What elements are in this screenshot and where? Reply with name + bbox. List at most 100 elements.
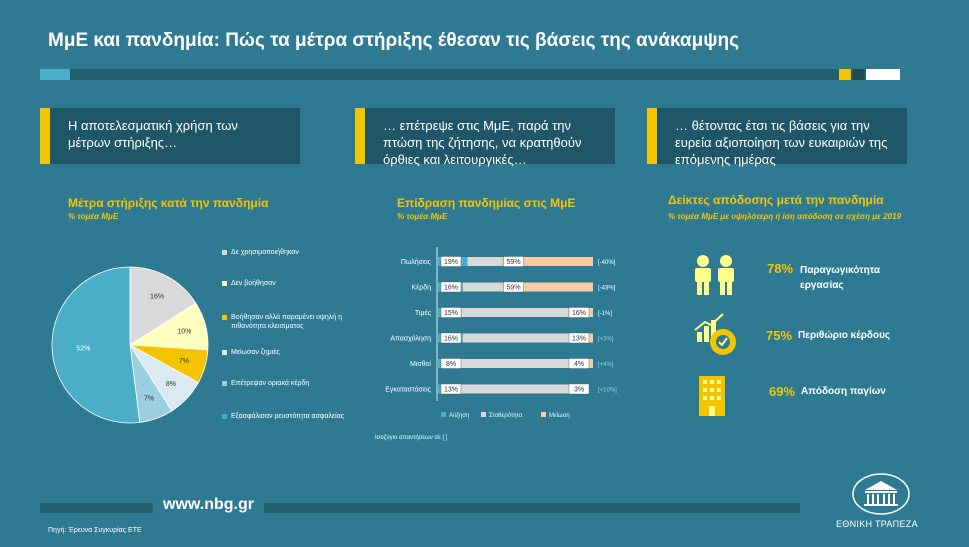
- kpi-value: 78%: [767, 261, 794, 276]
- panel-recovery: … θέτοντας έτσι τις βάσεις για την ευρεί…: [647, 108, 907, 167]
- increase-label: 15%: [444, 310, 458, 317]
- bar-segment: [501, 282, 593, 292]
- balance-label: [-40%]: [598, 260, 616, 266]
- legend-swatch: [222, 315, 227, 320]
- pie-data-label: 8%: [166, 381, 176, 388]
- category-label: Κέρδη: [411, 284, 431, 292]
- increase-label: 16%: [444, 285, 458, 292]
- increase-label: 8%: [446, 361, 456, 368]
- legend-label: Αύξηση: [449, 413, 469, 419]
- category-label: Μισθοί: [410, 360, 431, 368]
- bank-logo-icon: [852, 473, 910, 515]
- bar-segment: [458, 384, 573, 394]
- legend-swatch: [222, 250, 227, 255]
- decrease-label-box: [568, 332, 590, 344]
- bar-segment: [461, 308, 569, 317]
- decrease-label: 3%: [574, 387, 584, 394]
- bar-segment: [501, 257, 593, 266]
- workers-icon: [695, 255, 734, 295]
- increase-label-box: [440, 307, 462, 318]
- bar-segment: [467, 257, 502, 266]
- panel-text: … επέτρεψε στις ΜμΕ, παρά την πτώση της …: [383, 118, 582, 167]
- increase-label-box: [440, 281, 462, 293]
- balance-label: [-43%]: [598, 286, 616, 292]
- decrease-label: 4%: [574, 361, 584, 368]
- profit-gear-icon: [694, 313, 736, 355]
- category-label: Πωλήσεις: [401, 259, 432, 266]
- increase-label-box: [440, 383, 462, 395]
- decrease-label: 59%: [507, 285, 521, 292]
- category-label: Τιμές: [415, 309, 432, 317]
- balance-label: [+4%]: [598, 362, 614, 368]
- legend-swatch: [481, 412, 486, 417]
- bar-chart-title: Επίδραση πανδημίας στις ΜμΕ: [397, 196, 576, 210]
- legend-label: Βοήθησαν αλλά παραμένει υψηλή η πιθανότη…: [231, 314, 343, 330]
- building-icon: [699, 376, 725, 416]
- pie-legend: Δε χρησιμοποιήθηκαν Δεν βοήθησαν Βοήθησαν …: [222, 244, 357, 444]
- decrease-label-box: [568, 358, 590, 369]
- pie-data-label: 10%: [177, 329, 191, 336]
- category-label: Απασχόληση: [390, 335, 431, 343]
- panel-support-measures: Η αποτελεσματική χρήση των μέτρων στήριξ…: [40, 108, 300, 164]
- pie-chart: 16% 10% 7% 8% 7% 52%: [51, 266, 209, 424]
- increase-label-box: [440, 256, 462, 267]
- source-note: Πηγή: Έρευνα Συγκυρίας ΕΤΕ: [48, 527, 142, 534]
- decrease-label-box: [568, 383, 590, 395]
- bar-chart: Πωλήσεις 19% 59% [-40%] Κέρδη 16% 59% [-43%] Τιμ…: [375, 247, 617, 441]
- kpi-value: 69%: [769, 384, 796, 399]
- pie-data-label: 7%: [144, 395, 154, 402]
- pie-data-label: 16%: [150, 293, 164, 300]
- legend-label: Σταθερότητα: [489, 412, 523, 419]
- bar-segment: [462, 282, 502, 292]
- balance-label: [+3%]: [598, 337, 614, 343]
- legend-swatch: [222, 350, 227, 355]
- increase-label: 16%: [444, 336, 458, 343]
- panel-text: Η αποτελεσματική χρήση των μέτρων στήριξ…: [68, 118, 238, 150]
- legend-label: Δε χρησιμοποιήθηκαν: [231, 249, 299, 256]
- decrease-label: 16%: [572, 310, 586, 317]
- bar-chart-subtitle: % τομέα ΜμΕ: [397, 212, 448, 221]
- increase-label-box: [440, 358, 462, 369]
- increase-label-box: [440, 332, 462, 344]
- legend-swatch: [441, 412, 446, 417]
- website-link[interactable]: www.nbg.gr: [153, 496, 264, 514]
- page-title: ΜμΕ και πανδημία: Πώς τα μέτρα στήριξης …: [48, 30, 740, 51]
- panel-text: … θέτοντας έτσι τις βάσεις για την ευρεί…: [675, 118, 888, 167]
- legend-swatch: [222, 381, 227, 386]
- panel-resilience: … επέτρεψε στις ΜμΕ, παρά την πτώση της …: [355, 108, 615, 167]
- bar-segment: [450, 359, 587, 368]
- balance-label: [+10%]: [598, 388, 617, 394]
- kpi-value: 75%: [766, 328, 793, 343]
- pie-data-label: 52%: [76, 345, 90, 352]
- pie-chart-subtitle: % τομέα ΜμΕ: [68, 212, 119, 221]
- kpi-subtitle: % τομέα ΜμΕ με υψηλότερη ή ίση απόδοση σ…: [668, 212, 902, 221]
- kpi-title: Δείκτες απόδοσης μετά την πανδημία: [668, 193, 884, 207]
- legend-swatch: [541, 412, 546, 417]
- bar-segment: [586, 359, 593, 368]
- legend-label: Εξασφάλισαν ρευστότητα ασφαλείας: [231, 413, 345, 420]
- kpi-label: Παραγωγικότητα εργασίας: [800, 265, 881, 291]
- legend-swatch: [222, 414, 227, 419]
- decrease-label: 13%: [572, 336, 586, 343]
- category-label: Εγκαταστάσεις: [385, 386, 431, 394]
- decrease-label-box: [503, 256, 524, 267]
- decrease-label: 59%: [507, 259, 521, 266]
- decrease-label-box: [503, 281, 524, 293]
- decrease-label-box: [568, 307, 590, 318]
- bank-name: ΕΘΝΙΚΗ ΤΡΑΠΕΖΑ: [836, 519, 918, 529]
- pie-chart-title: Μέτρα στήριξης κατά την πανδημία: [68, 196, 269, 210]
- increase-label: 19%: [444, 259, 458, 266]
- footer-divider: [40, 503, 800, 513]
- legend-label: Δεν βοήθησαν: [231, 280, 276, 287]
- legend-label: Επέτρεψαν οριακά κέρδη: [231, 380, 310, 387]
- legend-swatch: [222, 281, 227, 286]
- pie-data-label: 7%: [179, 358, 189, 365]
- increase-label: 13%: [444, 387, 458, 394]
- legend-label: Μείωση: [549, 413, 570, 419]
- balance-label: [-1%]: [598, 311, 612, 317]
- kpi-label: Περιθώριο κέρδους: [798, 330, 891, 341]
- bar-segment: [462, 333, 573, 343]
- pie-slice: [51, 266, 141, 424]
- kpi-label: Απόδοση παγίων: [801, 386, 886, 397]
- legend-label: Μείωσαν ζημιές: [231, 349, 280, 356]
